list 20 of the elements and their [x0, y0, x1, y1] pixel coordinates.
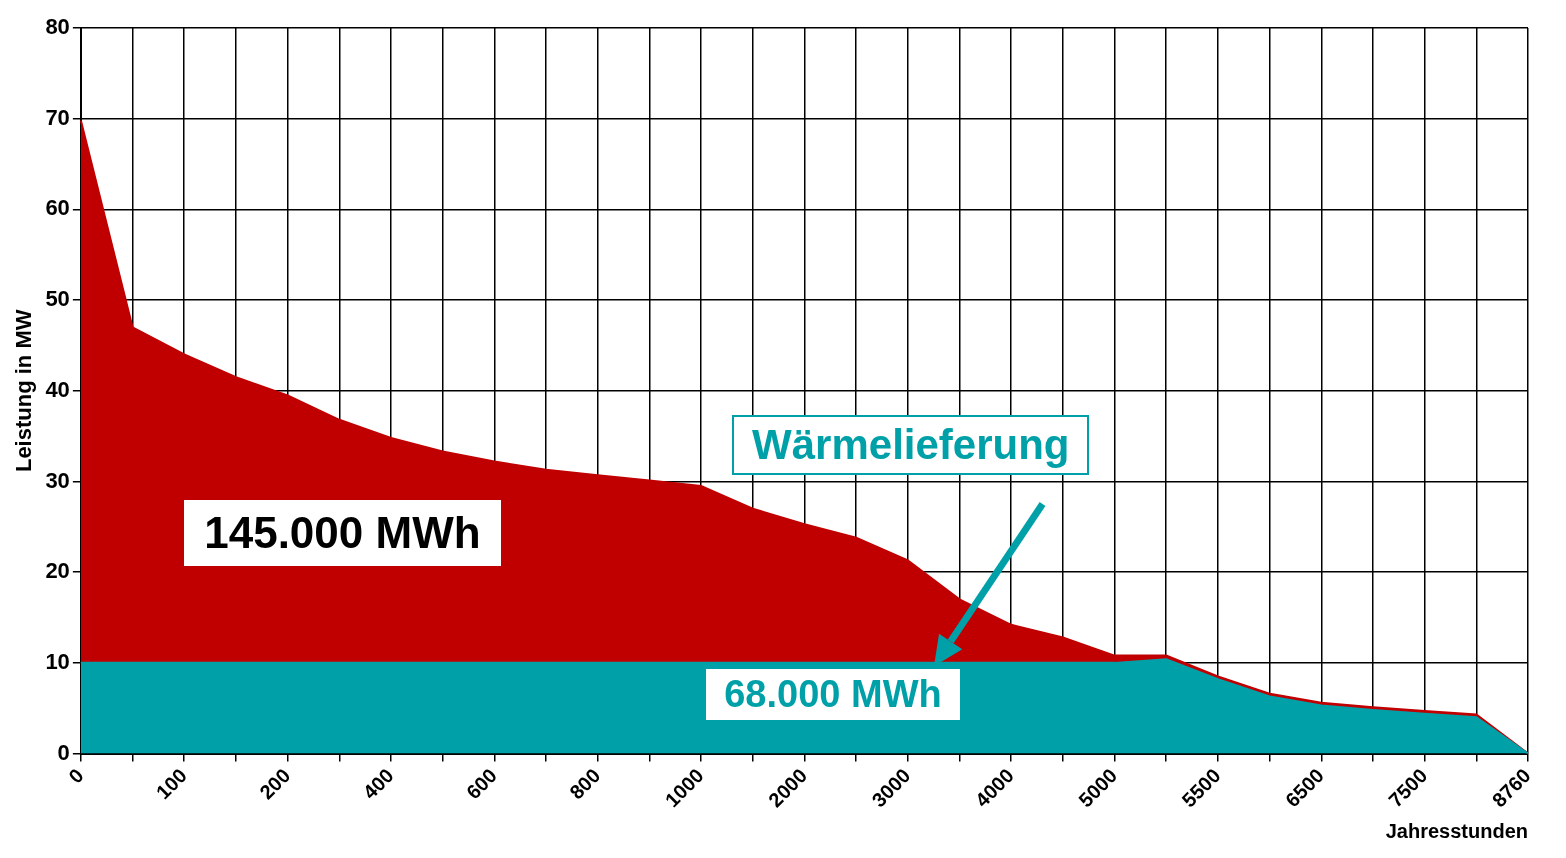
x-tick-label: 600 [461, 764, 502, 804]
x-tick-label: 800 [565, 764, 605, 804]
y-tick-label: 60 [45, 195, 70, 221]
x-tick-label: 200 [255, 764, 295, 804]
y-tick-label: 80 [45, 14, 70, 40]
x-tick-label: 0 [64, 764, 88, 788]
annotation: Wärmelieferung [732, 415, 1090, 476]
y-tick-label: 40 [45, 376, 70, 402]
y-axis-title: Leistung in MW [11, 309, 37, 473]
y-tick-label: 20 [45, 558, 70, 584]
y-tick-label: 70 [45, 104, 70, 130]
y-tick-label: 50 [45, 286, 70, 312]
x-tick-label: 100 [151, 764, 191, 804]
annotation: 68.000 MWh [706, 669, 960, 721]
annotation: 145.000 MWh [184, 499, 501, 566]
x-tick-label: 400 [358, 764, 398, 804]
x-axis-title: Jahresstunden [1385, 819, 1528, 842]
y-tick-label: 0 [57, 739, 70, 765]
y-tick-label: 30 [45, 467, 70, 493]
y-tick-label: 10 [45, 648, 70, 674]
